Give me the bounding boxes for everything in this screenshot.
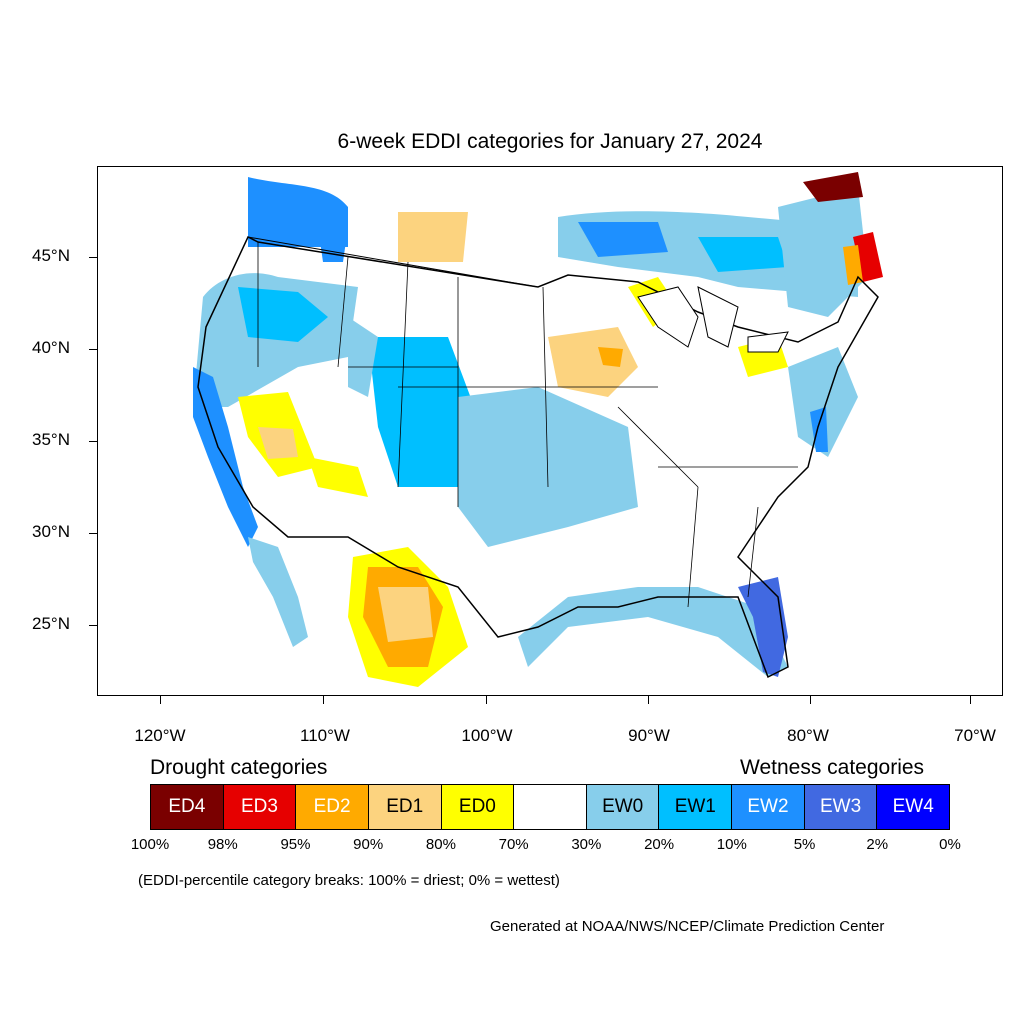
lat-tick	[89, 441, 97, 442]
lon-label-70: 70°W	[954, 726, 996, 745]
drought-heading: Drought categories	[150, 756, 328, 779]
legend-break-label: 20%	[644, 836, 675, 853]
lat-label-40: 40°N	[32, 338, 70, 357]
region-florida-wet	[738, 577, 788, 677]
legend-swatch-ed2: ED2	[296, 785, 369, 829]
region-upper-midwest-ed2	[598, 347, 623, 367]
lon-label-100: 100°W	[461, 726, 513, 745]
legend-swatch-ed1: ED1	[368, 785, 442, 829]
lon-tick	[648, 696, 649, 704]
region-ontario-wet-core	[578, 222, 668, 257]
region-mexico-ed1	[378, 587, 433, 642]
legend-bar: ED4 ED3 ED2 ED1 ED0 EW0 EW1 EW2 EW3 EW4	[150, 784, 950, 830]
wetness-heading: Wetness categories	[740, 756, 925, 779]
legend-break-label: 98%	[207, 836, 238, 853]
legend-break-label: 95%	[280, 836, 311, 853]
legend-break-label: 30%	[571, 836, 602, 853]
region-pnw-core	[238, 287, 328, 342]
legend-break-label: 90%	[353, 836, 384, 853]
lon-label-90: 90°W	[628, 726, 670, 745]
legend-swatch-ew2: EW2	[732, 785, 805, 829]
region-northeast-wet	[778, 187, 868, 317]
legend-break-label: 0%	[939, 836, 961, 853]
state-lines	[257, 242, 798, 608]
legend-swatch-ed4: ED4	[151, 785, 224, 829]
category-note: (EDDI-percentile category breaks: 100% =…	[138, 872, 560, 889]
region-upper-midwest-ed1	[548, 327, 638, 397]
region-rockies-core	[318, 227, 348, 262]
credit-line: Generated at NOAA/NWS/NCEP/Climate Predi…	[490, 918, 885, 935]
region-california-wet	[193, 367, 258, 547]
lat-label-25: 25°N	[32, 614, 70, 633]
region-montana-ed1	[398, 212, 468, 262]
lon-tick	[486, 696, 487, 704]
legend-break-label: 10%	[716, 836, 747, 853]
lat-label-35: 35°N	[32, 430, 70, 449]
region-nevada-ed1	[258, 427, 298, 459]
lon-tick	[323, 696, 324, 704]
map-title: 6-week EDDI categories for January 27, 2…	[337, 130, 763, 153]
lat-tick	[89, 257, 97, 258]
region-central-rockies-wet	[368, 337, 478, 487]
great-lakes	[637, 286, 789, 353]
legend-break-label: 5%	[793, 836, 816, 853]
region-central-rockies-light	[348, 317, 378, 397]
legend-break-label: 80%	[425, 836, 456, 853]
lon-label-120: 120°W	[134, 726, 186, 745]
legend-swatch-ed3: ED3	[223, 785, 297, 829]
eddi-map	[193, 172, 883, 687]
legend-swatch-ew0: EW0	[586, 785, 660, 829]
lat-tick	[89, 533, 97, 534]
legend-swatch-ew4: EW4	[877, 785, 950, 829]
lon-tick	[160, 696, 161, 704]
legend-break-label: 70%	[498, 836, 529, 853]
region-east-coast-wet	[788, 347, 858, 457]
region-quebec-ed2	[843, 245, 863, 285]
legend-swatch-ew3: EW3	[804, 785, 878, 829]
map-panel	[97, 166, 1003, 696]
lon-label-80: 80°W	[787, 726, 829, 745]
lat-tick	[89, 349, 97, 350]
legend-swatch-ed0: ED0	[441, 785, 515, 829]
lon-tick	[810, 696, 811, 704]
lat-tick	[89, 625, 97, 626]
region-gulf-coast-wet	[518, 587, 788, 677]
legend-break-label: 2%	[866, 836, 889, 853]
region-baja-wet	[248, 537, 308, 647]
lat-label-45: 45°N	[32, 246, 70, 265]
lon-label-110: 110°W	[300, 726, 350, 745]
region-pnw-wet	[193, 273, 358, 407]
legend-break-label: 100%	[130, 836, 170, 853]
legend-swatch-ew1: EW1	[659, 785, 733, 829]
region-quebec-ed4	[803, 172, 863, 202]
region-southern-plains-wet	[458, 387, 638, 547]
region-arizona-ed0	[308, 457, 368, 497]
region-ontario-wet-core2	[698, 237, 788, 272]
legend-swatch-neutral	[514, 785, 587, 829]
lat-label-30: 30°N	[32, 522, 70, 541]
canada-border	[247, 236, 539, 288]
lon-tick	[970, 696, 971, 704]
